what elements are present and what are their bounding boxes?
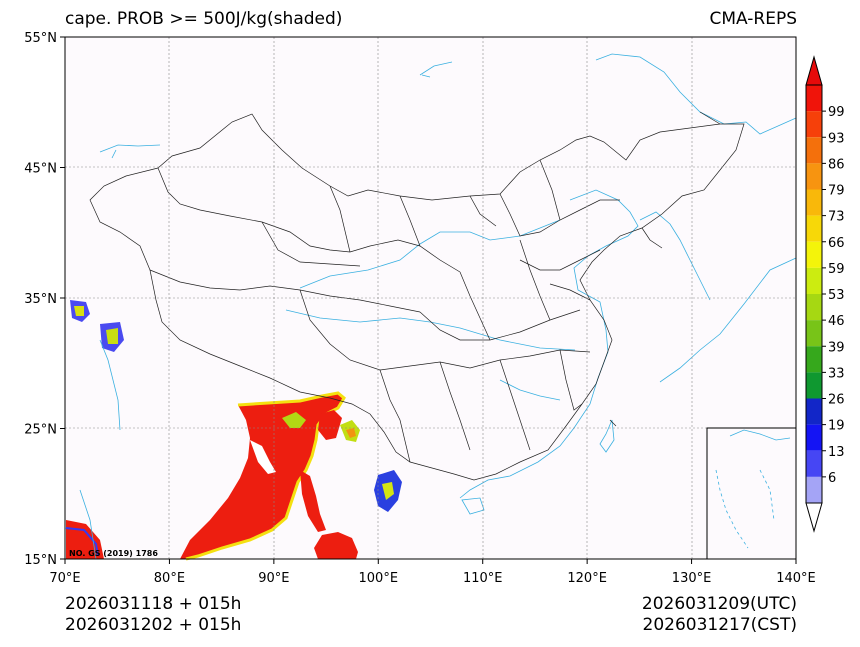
- colorbar-tick-label: 86: [828, 157, 845, 172]
- lon-tick-label: 90°E: [258, 571, 289, 586]
- cape-region-edge: [185, 391, 346, 561]
- colorbar-swatch: [806, 294, 822, 321]
- map-approval-number: NO. GS (2019) 1786: [69, 549, 158, 558]
- longitude-axis: 70°E 80°E 90°E 100°E 110°E 120°E 130°E 140°E: [49, 559, 816, 586]
- admin-boundaries: [89, 111, 745, 481]
- colorbar-under-arrow: [805, 502, 823, 533]
- lat-tick-label: 45°N: [24, 162, 57, 177]
- colorbar-swatch: [806, 320, 822, 347]
- lon-tick-label: 120°E: [567, 571, 607, 586]
- colorbar-over-arrow: [805, 55, 823, 86]
- footer-init: 2026031118 + 015h 2026031202 + 015h: [65, 594, 241, 636]
- cape-region-gap: [250, 440, 276, 474]
- valid-time-cst: 2026031217(CST): [642, 615, 797, 635]
- colorbar-swatch: [806, 241, 822, 268]
- lon-tick-label: 100°E: [359, 571, 399, 586]
- south-china-sea-inset: [706, 427, 797, 560]
- colorbar-tick-label: 79: [828, 184, 845, 199]
- lon-tick-label: 130°E: [672, 571, 712, 586]
- cape-region-patch: [282, 412, 306, 428]
- cape-region-pakistan-core: [106, 328, 118, 344]
- colorbar-swatch: [806, 267, 822, 294]
- map-title: cape. PROB >= 500J/kg(shaded): [65, 9, 343, 29]
- colorbar-tick-label: 39: [828, 340, 845, 355]
- colorbar-tick-label: 26: [828, 393, 845, 408]
- cape-region-myanmar-north: [318, 410, 342, 440]
- colorbar-swatch: [806, 346, 822, 373]
- colorbar-tick-label: 53: [828, 288, 845, 303]
- colorbar: 99 93 86 79 73 66 59 53 46 39 33 26 19 13 6: [805, 55, 845, 533]
- cape-region-yunnan-core: [346, 428, 356, 438]
- colorbar-swatch: [806, 111, 822, 138]
- colorbar-swatch: [806, 398, 822, 425]
- colorbar-swatch: [806, 189, 822, 216]
- cape-region-indochina-core: [382, 482, 394, 500]
- cape-region-south: [314, 532, 358, 559]
- colorbar-swatch: [806, 163, 822, 190]
- cape-region-bay-of-bengal: [180, 393, 344, 559]
- colorbar-tick-label: 59: [828, 262, 845, 277]
- colorbar-swatch: [806, 137, 822, 164]
- colorbar-swatch: [806, 372, 822, 399]
- lon-tick-label: 140°E: [776, 571, 816, 586]
- lon-tick-label: 80°E: [154, 571, 185, 586]
- colorbar-swatch: [806, 215, 822, 242]
- colorbar-tick-label: 13: [828, 445, 845, 460]
- cape-region-arabian-sea-edge: [65, 527, 99, 557]
- init-time-cst: 2026031202 + 015h: [65, 615, 242, 635]
- footer-valid: 2026031209(UTC) 2026031217(CST): [642, 594, 797, 636]
- colorbar-tick-label: 66: [828, 236, 845, 251]
- colorbar-swatch: [806, 450, 822, 477]
- cape-region-andaman: [300, 470, 326, 532]
- valid-time-utc: 2026031209(UTC): [641, 594, 797, 614]
- lon-tick-label: 70°E: [49, 571, 80, 586]
- colorbar-tick-label: 33: [828, 366, 845, 381]
- model-name: CMA-REPS: [709, 9, 797, 29]
- colorbar-tick-label: 99: [828, 105, 845, 120]
- colorbar-tick-label: 19: [828, 419, 845, 434]
- init-time-utc: 2026031118 + 015h: [65, 594, 242, 614]
- cape-region-afghanistan-core: [74, 306, 84, 316]
- lat-tick-label: 15°N: [24, 553, 57, 568]
- lat-tick-label: 55°N: [24, 31, 57, 46]
- cape-probability-shading: [65, 300, 402, 561]
- lon-tick-label: 110°E: [463, 571, 503, 586]
- lat-tick-label: 25°N: [24, 423, 57, 438]
- graticule: [65, 37, 796, 559]
- colorbar-tick-label: 93: [828, 131, 845, 146]
- colorbar-swatch: [806, 85, 822, 112]
- colorbar-swatch: [806, 424, 822, 451]
- latitude-axis: 55°N 45°N 35°N 25°N 15°N: [24, 31, 65, 568]
- colorbar-tick-label: 6: [828, 471, 836, 486]
- colorbar-swatch: [806, 476, 822, 503]
- colorbar-tick-label: 46: [828, 314, 845, 329]
- colorbar-tick-label: 73: [828, 210, 845, 225]
- lat-tick-label: 35°N: [24, 292, 57, 307]
